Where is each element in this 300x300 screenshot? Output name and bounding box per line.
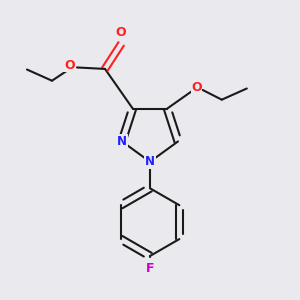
Text: F: F: [146, 262, 154, 275]
Text: O: O: [64, 58, 75, 72]
Text: O: O: [116, 26, 127, 39]
Text: N: N: [117, 135, 127, 148]
Text: N: N: [145, 155, 155, 168]
Text: O: O: [191, 80, 202, 94]
